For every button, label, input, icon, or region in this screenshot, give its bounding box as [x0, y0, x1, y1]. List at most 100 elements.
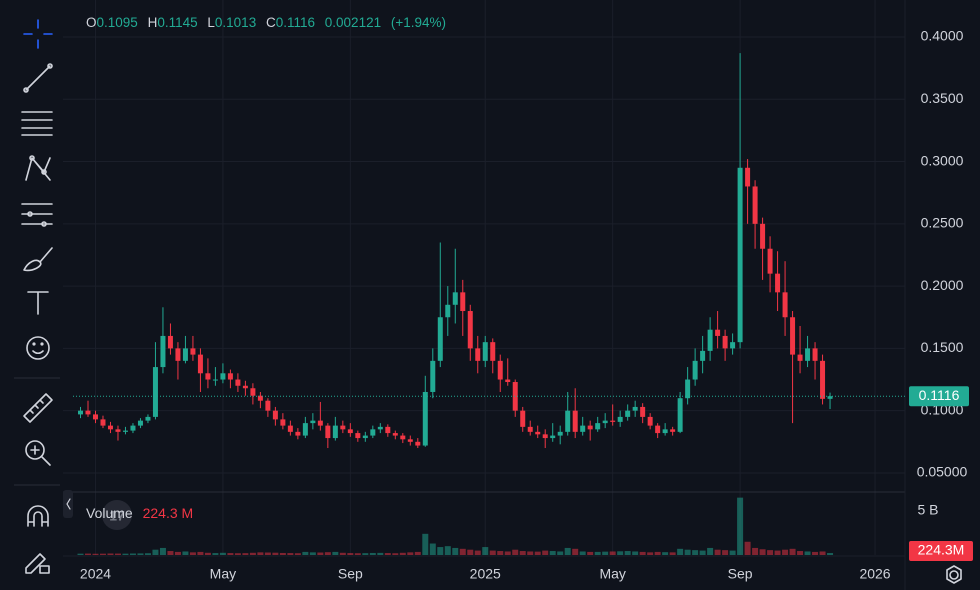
volume-bar [444, 546, 451, 555]
emoji-tool[interactable] [26, 336, 50, 360]
volume-bar [129, 553, 136, 555]
candle-body [475, 348, 481, 361]
volume-bar [234, 553, 241, 555]
volume-bar [392, 553, 399, 555]
volume-bar [827, 553, 834, 555]
volume-bar [174, 551, 181, 555]
candle-body [797, 354, 803, 361]
candle-body [377, 426, 383, 430]
candle-body [325, 425, 331, 439]
candle-body [782, 292, 788, 318]
candle-body [520, 410, 526, 427]
collapse-button[interactable] [63, 490, 73, 518]
volume-bar [797, 551, 804, 555]
volume-bar [759, 549, 766, 555]
candle-body [767, 248, 773, 274]
volume-bar [482, 547, 489, 555]
volume-bar [249, 552, 256, 555]
candle-body [595, 423, 601, 430]
y-tick-label: 0.3000 [921, 152, 964, 168]
volume-bar [662, 552, 669, 555]
volume-bar [354, 553, 361, 555]
volume-last: 224.3 M [143, 505, 194, 521]
pattern-tool[interactable] [25, 155, 51, 181]
crosshair-tool[interactable] [23, 19, 53, 49]
candle-body [707, 329, 713, 351]
volume-bar [114, 553, 121, 555]
candle-body [820, 360, 826, 399]
volume-bar [707, 547, 714, 555]
trend-line-tool[interactable] [23, 63, 53, 93]
volume-bar [504, 551, 511, 555]
change-percent: (+1.94%) [391, 15, 446, 30]
candle-body [130, 425, 136, 431]
candle-body [557, 431, 563, 436]
candle-body [505, 379, 511, 383]
volume-bar [212, 553, 219, 555]
candle-body [340, 425, 346, 430]
ruler-tool[interactable] [23, 393, 53, 423]
lock-drawing-tool[interactable] [25, 553, 50, 574]
volume-bar [407, 552, 414, 555]
candle-body [572, 410, 578, 432]
candle-body [497, 360, 503, 380]
volume-bar [287, 553, 294, 555]
volume-bar [122, 553, 129, 555]
volume-legend: Volume 224.3 M [86, 505, 193, 521]
candle-body [92, 414, 98, 420]
candle-body [722, 335, 728, 349]
open-label: O [86, 15, 97, 30]
volume-bar [384, 553, 391, 555]
x-tick-label: Sep [728, 566, 753, 582]
candle-body [242, 385, 248, 389]
volume-bar [767, 550, 774, 555]
candle-body [445, 304, 451, 318]
volume-tag-label: 224.3M [918, 542, 965, 558]
volume-tag [909, 541, 973, 562]
candle-body [415, 441, 421, 446]
brush-tool[interactable] [23, 247, 53, 272]
text-tool[interactable] [27, 291, 49, 315]
volume-bar [99, 553, 106, 555]
volume-bar [572, 548, 579, 555]
volume-bar [542, 550, 549, 555]
candle-body [662, 429, 668, 434]
volume-bar [279, 552, 286, 555]
volume-bar [377, 552, 384, 555]
y-tick-label: 0.4000 [921, 28, 964, 44]
candle-body [370, 429, 376, 436]
tv-logo: 17 [102, 500, 132, 530]
candle-body [122, 430, 128, 432]
open-value: 0.1095 [97, 15, 138, 30]
prediction-tool[interactable] [21, 203, 53, 227]
volume-bar [489, 550, 496, 555]
zoom-tool[interactable] [25, 440, 51, 466]
volume-bar [789, 548, 796, 555]
x-tick-label: May [210, 566, 236, 582]
candle-body [197, 354, 203, 374]
volume-bar [324, 552, 331, 555]
volume-bar [204, 552, 211, 555]
close-value: 0.1116 [276, 15, 315, 30]
low-label: L [207, 15, 215, 30]
volume-bar [84, 553, 91, 555]
settings-button[interactable] [946, 565, 962, 584]
volume-bar [669, 552, 676, 555]
last-price-label: 0.1116 [919, 387, 960, 403]
volume-bar [197, 551, 204, 555]
candle-body [137, 420, 143, 426]
volume-bar [467, 549, 474, 555]
magnet-tool[interactable] [27, 505, 49, 527]
fib-tool[interactable] [21, 111, 53, 136]
x-tick-label: Sep [338, 566, 363, 582]
volume-bar [77, 553, 84, 555]
candle-body [730, 342, 736, 349]
candle-body [775, 273, 781, 293]
low-value: 0.1013 [215, 15, 256, 30]
candle-body [250, 388, 256, 396]
candle-body [745, 167, 751, 187]
candle-body [437, 317, 443, 361]
candle-body [655, 425, 661, 434]
candle-body [587, 425, 593, 430]
